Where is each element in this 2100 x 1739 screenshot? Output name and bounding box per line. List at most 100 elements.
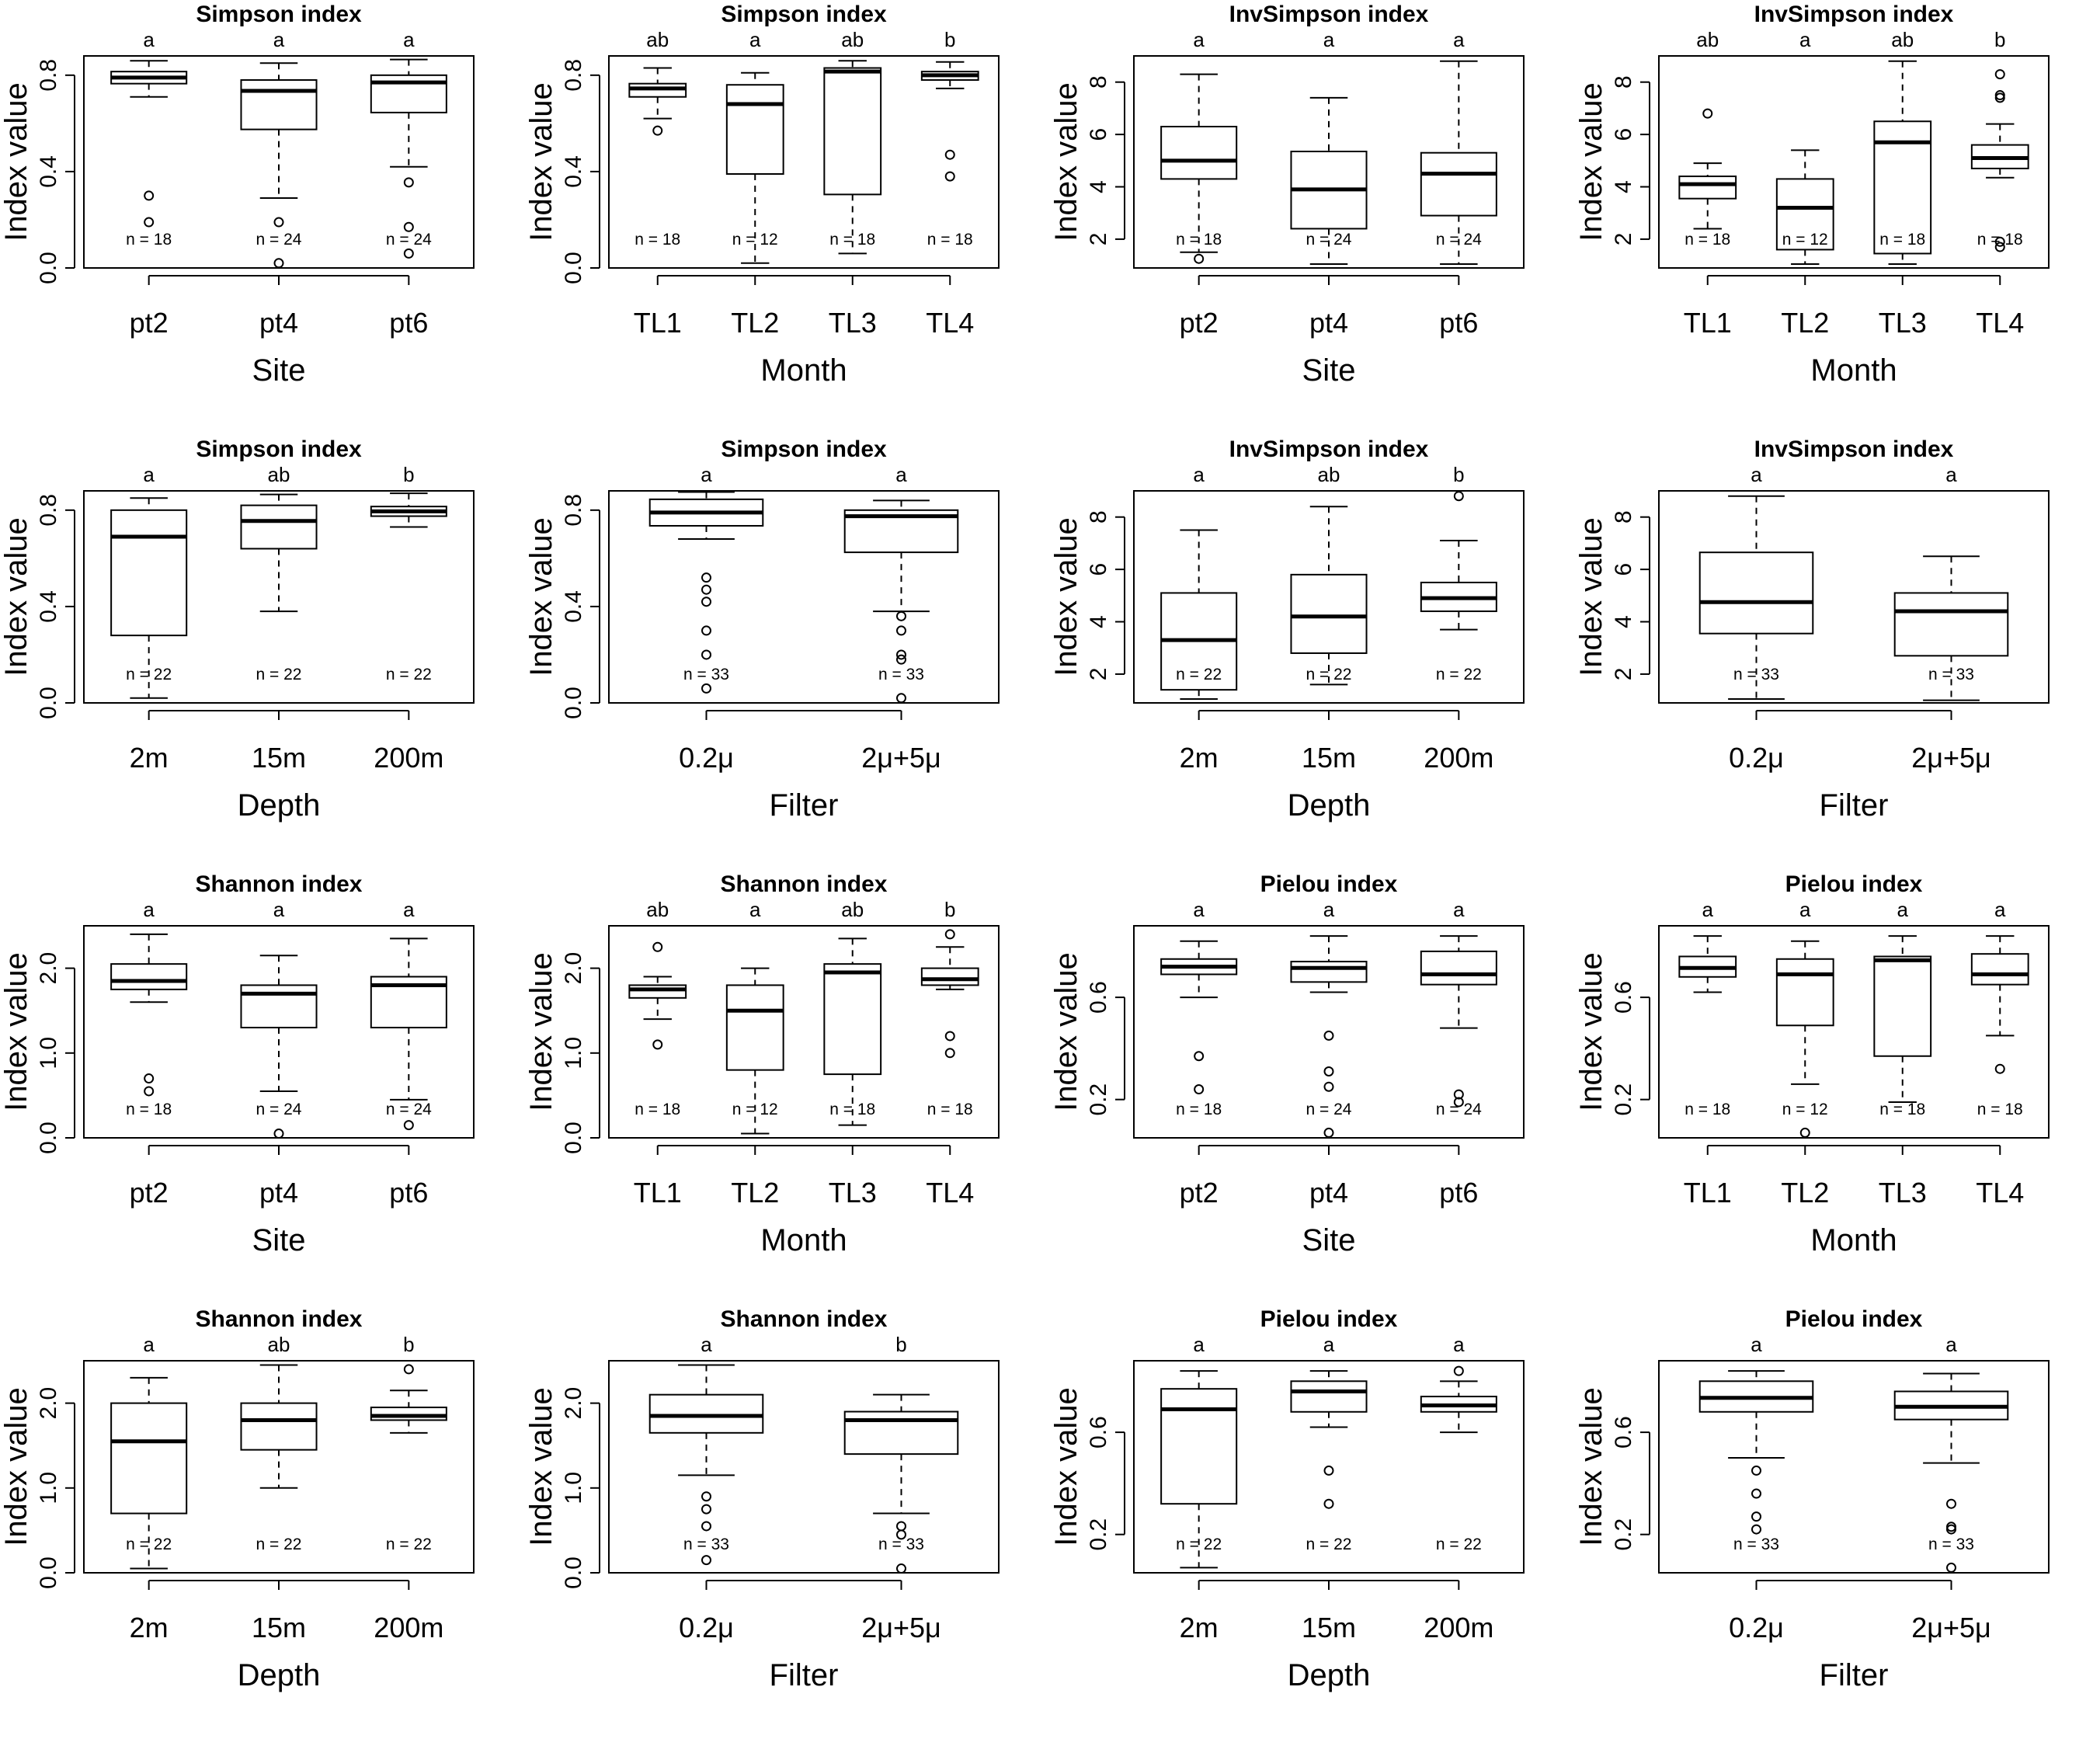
significance-letter: ab [841, 28, 864, 51]
y-tick-label: 1.0 [561, 1472, 586, 1504]
x-axis-label: Site [252, 353, 306, 388]
significance-letter: a [1799, 28, 1811, 51]
sample-size-label: n = 22 [386, 1536, 432, 1553]
sample-size-label: n = 24 [386, 1101, 432, 1118]
significance-letter: a [1453, 1333, 1465, 1356]
x-tick-label: 2μ+5μ [861, 742, 941, 774]
significance-letter: a [1897, 898, 1909, 921]
plot-frame [608, 490, 1000, 704]
iqr-box [628, 984, 687, 999]
iqr-box [370, 1407, 447, 1421]
sample-size-label: n = 24 [256, 231, 302, 249]
significance-letter: a [1702, 898, 1714, 921]
iqr-box [1698, 551, 1814, 635]
outlier-point [652, 1039, 663, 1050]
x-axis-label: Filter [1820, 1658, 1889, 1692]
y-tick-label: 2 [1086, 668, 1111, 681]
iqr-box [823, 67, 882, 196]
outlier-point [896, 654, 906, 665]
sample-size-label: n = 18 [927, 231, 973, 249]
x-tick-label: pt2 [1180, 307, 1219, 339]
x-axis-label: Site [252, 1223, 306, 1257]
outlier-point [403, 1120, 414, 1131]
x-tick-label: TL2 [731, 307, 779, 339]
panel-title: Shannon index [195, 871, 362, 897]
x-tick-label: TL3 [1879, 307, 1927, 339]
outlier-point [701, 1491, 711, 1502]
significance-letter: ab [646, 28, 669, 51]
outlier-point [652, 125, 663, 136]
x-tick-label: pt2 [130, 1177, 169, 1209]
sample-size-label: n = 24 [1436, 1101, 1482, 1118]
outlier-point [273, 1129, 284, 1139]
outlier-point [144, 217, 155, 228]
iqr-box [1873, 955, 1932, 1057]
iqr-box [725, 84, 784, 176]
x-tick-label: 200m [1424, 742, 1493, 774]
outlier-point [403, 248, 414, 259]
x-tick-label: TL1 [634, 1177, 682, 1209]
y-axis-label: Index value [0, 1387, 33, 1546]
sample-size-label: n = 22 [126, 1536, 172, 1553]
x-tick-label: TL2 [1781, 307, 1829, 339]
significance-letter: a [749, 898, 761, 921]
iqr-box [648, 1393, 764, 1434]
outlier-point [1751, 1511, 1761, 1522]
iqr-box [1160, 1388, 1238, 1505]
sample-size-label: n = 18 [635, 231, 680, 249]
y-tick-label: 0.0 [561, 1556, 586, 1589]
outlier-point [273, 217, 284, 228]
iqr-box [1290, 1380, 1368, 1413]
y-tick-label: 2 [1086, 233, 1111, 246]
x-axis-label: Filter [1820, 788, 1889, 823]
plot-frame [1658, 55, 2050, 269]
iqr-box [240, 1402, 318, 1451]
sample-size-label: n = 18 [1176, 1101, 1222, 1118]
y-tick-label: 6 [1611, 128, 1636, 141]
boxplot-panel: Simpson index Index value Month 0.0 0.4 0.8 TL… [524, 2, 1000, 388]
x-tick-label: pt4 [1309, 1177, 1348, 1209]
significance-letter: ab [646, 898, 669, 921]
significance-letter: a [895, 463, 907, 486]
outlier-point [1702, 108, 1713, 119]
outlier-point [1751, 1465, 1761, 1476]
sample-size-label: n = 22 [1176, 1536, 1222, 1553]
outlier-point [1799, 1127, 1810, 1138]
significance-letter: b [1994, 28, 2005, 51]
sample-size-label: n = 18 [635, 1101, 680, 1118]
x-axis-label: Depth [238, 788, 321, 823]
y-tick-label: 0.0 [36, 252, 61, 284]
y-tick-label: 2.0 [561, 952, 586, 985]
iqr-box [1420, 151, 1497, 217]
outlier-point [701, 584, 711, 595]
outlier-point [1453, 1097, 1464, 1108]
x-tick-label: 0.2μ [679, 742, 734, 774]
panel-title: Simpson index [721, 2, 887, 27]
x-tick-label: 200m [374, 742, 443, 774]
significance-letter: a [403, 28, 415, 51]
significance-letter: a [273, 28, 285, 51]
y-tick-label: 0.2 [1611, 1083, 1636, 1116]
x-tick-label: pt2 [130, 307, 169, 339]
x-axis-label: Month [760, 1223, 847, 1257]
y-tick-label: 0.6 [1086, 981, 1111, 1014]
sample-size-label: n = 33 [1928, 666, 1974, 683]
significance-letter: b [944, 28, 955, 51]
outlier-point [944, 929, 955, 940]
sample-size-label: n = 12 [1782, 231, 1828, 249]
outlier-point [1194, 1084, 1205, 1095]
sample-size-label: n = 24 [256, 1101, 302, 1118]
x-tick-label: TL4 [926, 1177, 974, 1209]
y-tick-label: 1.0 [561, 1037, 586, 1069]
x-tick-label: pt4 [259, 1177, 298, 1209]
plot-frame [608, 1360, 1000, 1574]
boxplot-panel: Shannon index Index value Month 0.0 1.0 2.0 TL… [524, 871, 1000, 1257]
panel-title: InvSimpson index [1229, 436, 1429, 462]
sample-size-label: n = 22 [1306, 666, 1352, 683]
plot-frame [83, 1360, 475, 1574]
y-tick-label: 0.2 [1611, 1518, 1636, 1551]
y-tick-label: 4 [1611, 615, 1636, 628]
outlier-point [1994, 1063, 2005, 1074]
sample-size-label: n = 18 [927, 1101, 973, 1118]
